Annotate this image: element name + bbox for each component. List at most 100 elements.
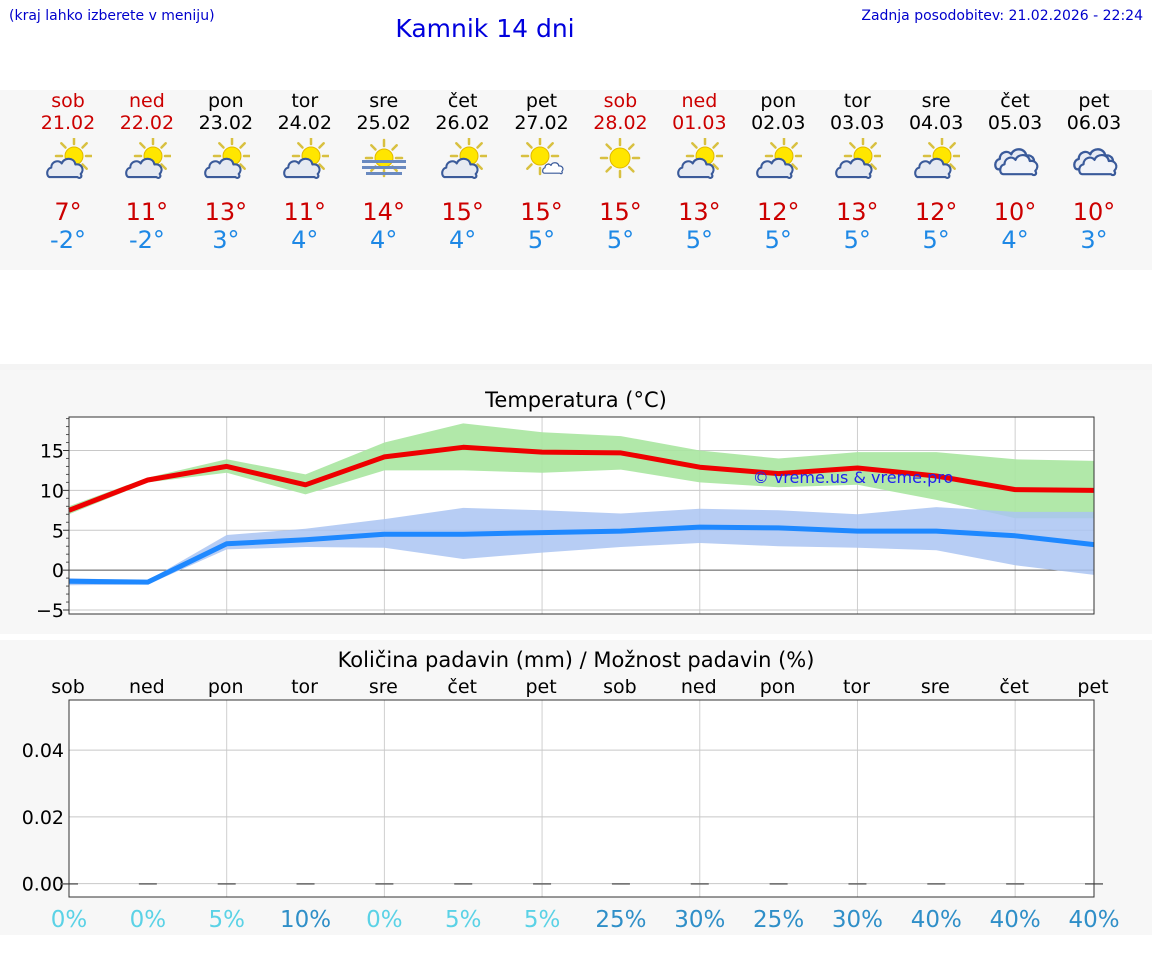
min-temp: 4° <box>291 226 319 254</box>
day-date: 27.02 <box>514 112 569 134</box>
max-temp-point <box>305 484 307 486</box>
min-temp-range-band <box>69 507 1094 586</box>
min-temp-point <box>1014 535 1016 537</box>
max-temp: 14° <box>362 198 405 226</box>
y-tick-label: 10 <box>40 480 64 502</box>
min-temp: -2° <box>128 226 165 254</box>
day-date: 24.02 <box>277 112 332 134</box>
min-temp-point <box>620 530 622 532</box>
day-name: tor <box>291 90 319 112</box>
partly-cloudy-sun-icon <box>912 136 962 182</box>
max-temp: 11° <box>283 198 327 226</box>
day-date: 25.02 <box>356 112 411 134</box>
min-temp-point <box>462 533 464 535</box>
plot-background <box>69 700 1094 897</box>
precipitation-day-label: tor <box>843 676 870 698</box>
day-name: čet <box>1000 90 1030 112</box>
max-temp: 10° <box>1072 198 1116 226</box>
day-name: čet <box>447 90 478 112</box>
max-temp: 15° <box>599 198 642 226</box>
mostly-sunny-icon <box>518 136 566 182</box>
max-temp-point <box>620 452 622 454</box>
precipitation-chart: 0.00 0.02 0.04 sob ned pon tor sre čet pet sob ned… <box>22 676 1120 933</box>
precipitation-day-label: čet <box>999 676 1029 698</box>
min-temp: -2° <box>50 226 86 254</box>
precipitation-probability-label: 0% <box>130 907 167 933</box>
min-temp: 3° <box>212 226 240 254</box>
max-temp: 13° <box>204 198 248 226</box>
max-temp: 15° <box>441 198 484 226</box>
min-temp: 5° <box>527 226 556 254</box>
precipitation-day-label: ned <box>681 676 717 698</box>
min-temp-point <box>699 526 701 528</box>
max-temp-point <box>147 479 149 481</box>
precipitation-day-label: sre <box>369 676 398 698</box>
precipitation-bar <box>769 883 788 885</box>
precipitation-day-label: tor <box>291 676 318 698</box>
day-name: pon <box>207 90 244 112</box>
y-tick-label: 0.04 <box>22 740 64 762</box>
day-date: 28.02 <box>593 112 648 134</box>
partly-cloudy-sun-icon <box>123 136 173 182</box>
precipitation-day-label: sob <box>51 676 85 698</box>
precipitation-plot-frame <box>68 699 1095 898</box>
page-title: Kamnik 14 dni <box>395 14 575 43</box>
min-temp: 4° <box>370 226 398 254</box>
min-temp-point <box>147 581 149 583</box>
max-temp: 15° <box>520 198 563 226</box>
min-temp: 5° <box>764 226 792 254</box>
max-temp: 12° <box>914 198 958 226</box>
precipitation-probability-label: 10% <box>280 907 331 933</box>
y-tick-label: 0 <box>52 560 64 582</box>
temperature-chart: −5 0 5 10 15 © vreme.us & vreme.pro <box>36 416 1095 622</box>
max-temp: 11° <box>125 198 169 226</box>
partly-cloudy-sun-icon <box>754 136 804 182</box>
precipitation-day-label: ned <box>129 676 165 698</box>
precipitation-probability-label: 5% <box>524 907 561 933</box>
temperature-chart-title: Temperatura (°C) <box>485 388 667 412</box>
max-temp: 7° <box>54 198 82 226</box>
min-temp: 4° <box>1001 226 1029 254</box>
day-name: ned <box>129 90 165 112</box>
precipitation-bar <box>848 883 867 885</box>
precipitation-bar <box>927 883 946 885</box>
min-temp-point <box>305 539 307 541</box>
partly-cloudy-sun-icon <box>675 136 725 182</box>
max-temp-point <box>778 473 780 475</box>
precipitation-bar <box>1006 883 1025 885</box>
day-name: pet <box>1078 90 1110 112</box>
section-divider <box>0 364 1152 370</box>
min-temp-point <box>541 532 543 534</box>
day-date: 06.03 <box>1066 112 1122 134</box>
max-temp-line <box>68 444 1095 513</box>
temperature-panel: Temperatura (°C) −5 0 5 10 15 © vreme.us & v… <box>0 370 1152 634</box>
last-update-label: Zadnja posodobitev: 21.02.2026 - 22:24 <box>861 8 1143 24</box>
partly-cloudy-sun-icon <box>44 136 94 182</box>
day-name: pet <box>525 90 558 112</box>
precipitation-probability-label: 25% <box>595 907 646 933</box>
min-temp-line <box>68 524 1095 585</box>
precipitation-bar <box>375 883 394 885</box>
day-name: ned <box>681 90 718 112</box>
y-tick-label: 0.00 <box>22 874 64 896</box>
day-date: 26.02 <box>435 112 490 134</box>
y-tick-label: 0.02 <box>22 807 64 829</box>
day-date: 01.03 <box>672 112 727 134</box>
precipitation-day-label: čet <box>447 676 477 698</box>
day-name: pon <box>760 90 797 112</box>
precipitation-probability-label: 30% <box>832 907 883 933</box>
day-name: tor <box>843 90 871 112</box>
day-date: 05.03 <box>987 112 1043 134</box>
precipitation-bar <box>533 883 552 885</box>
precipitation-probability-label: 40% <box>990 907 1041 933</box>
cloudy-icon <box>1070 138 1118 182</box>
min-temp: 5° <box>606 226 635 254</box>
max-temp-point <box>541 451 543 453</box>
daily-forecast-strip: sob 21.02 7° -2° ned 22.02 11° -2° pon 23.02 13… <box>0 90 1152 270</box>
location-hint[interactable]: (kraj lahko izberete v meniju) <box>9 8 215 24</box>
max-temp: 13° <box>678 198 721 226</box>
temperature-plot-frame <box>68 416 1095 615</box>
sun-fog-icon <box>360 138 408 182</box>
min-temp: 4° <box>448 226 477 254</box>
precipitation-chart-title: Količina padavin (mm) / Možnost padavin … <box>337 648 815 672</box>
